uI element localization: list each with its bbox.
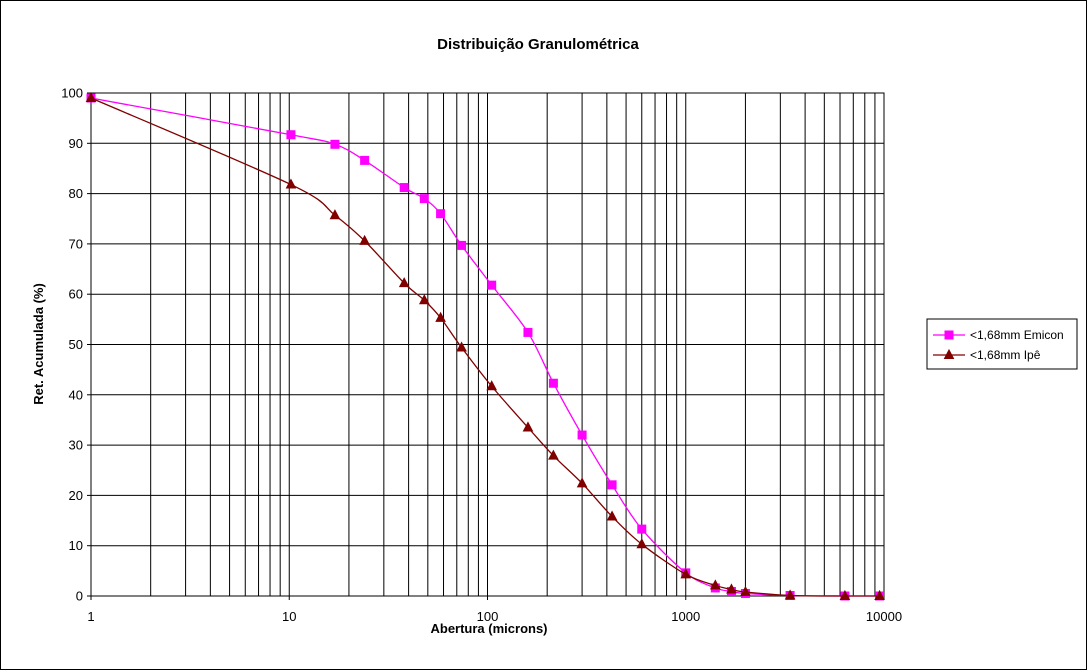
triangle-point [456,341,467,352]
triangle-point [576,477,588,488]
square-point [399,183,409,193]
series-line [90,97,880,597]
legend-square-marker [944,330,954,340]
series-emicon [86,93,885,601]
square-point [637,524,647,534]
y-tick-label: 80 [69,186,83,201]
triangle-point [522,421,534,432]
series-ipe [85,91,885,600]
square-point [286,130,296,140]
triangle-point [680,568,692,579]
grid-lines [90,92,885,597]
triangle-point [548,449,559,460]
triangle-point [636,538,648,549]
y-tick-label: 70 [69,236,83,251]
triangle-point [606,510,618,521]
x-tick-label: 1000 [671,609,700,624]
y-tick-label: 100 [61,86,83,101]
triangle-point [85,91,97,103]
series-line [90,97,880,597]
x-tick-label: 10 [282,609,296,624]
legend-label: <1,68mm Emicon [970,328,1064,342]
triangle-point [359,234,370,245]
y-tick-label: 40 [69,387,83,402]
square-point [607,480,617,490]
x-axis-label: Abertura (microns) [430,621,547,636]
square-point [330,139,340,149]
x-tick-label: 100 [477,609,499,624]
x-tick-label: 10000 [866,609,902,624]
y-tick-label: 30 [69,438,83,453]
triangle-point [710,579,721,590]
legend: <1,68mm Emicon <1,68mm Ipê [926,318,1078,370]
triangle-point [874,589,885,600]
triangle-point [740,585,751,596]
triangle-point [726,583,737,594]
legend-item: <1,68mm Ipê [933,348,1041,362]
y-axis-label: Ret. Acumulada (%) [31,283,46,405]
square-point [436,209,446,219]
legend-label: <1,68mm Ipê [970,348,1041,362]
square-point [487,280,497,290]
triangle-point [435,311,446,322]
square-point [457,240,467,250]
triangle-point [784,589,796,600]
triangle-point [486,380,498,391]
triangle-point [398,277,410,288]
y-tick-label: 50 [69,337,83,352]
y-tick-label: 20 [69,488,83,503]
y-tick-label: 0 [76,589,83,604]
square-point [577,430,587,440]
chart-title: Distribuição Granulométrica [437,36,639,53]
y-tick-label: 60 [69,287,83,302]
triangle-point [285,178,297,189]
y-axis-ticks: 0 10 20 30 40 50 60 70 80 90 100 [61,86,91,604]
triangle-point [418,294,430,305]
legend-box [926,318,1078,370]
square-point [419,194,429,204]
triangle-point [839,589,851,600]
legend-triangle-marker [943,348,955,359]
x-axis-ticks: 1 10 100 1000 10000 [87,596,902,624]
triangle-point [329,209,341,220]
square-point [360,155,370,165]
series-layer [85,91,885,601]
y-tick-label: 90 [69,136,83,151]
square-point [548,378,558,388]
square-point [523,327,533,337]
x-tick-label: 1 [87,609,94,624]
legend-item: <1,68mm Emicon [933,328,1064,342]
y-tick-label: 10 [69,538,83,553]
